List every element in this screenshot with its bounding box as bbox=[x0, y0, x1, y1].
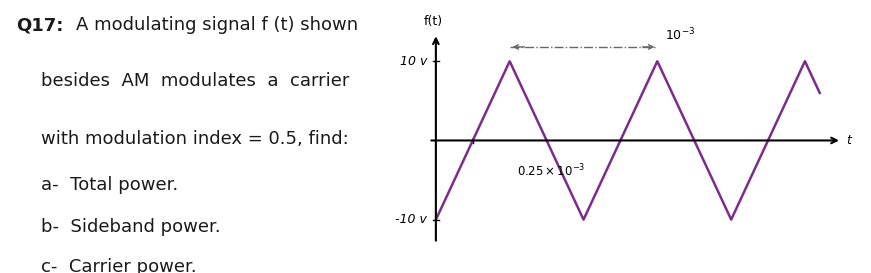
Text: A modulating signal f (t) shown: A modulating signal f (t) shown bbox=[76, 16, 358, 34]
Text: $10^{-3}$: $10^{-3}$ bbox=[665, 26, 695, 43]
Text: Q17:: Q17: bbox=[17, 16, 64, 34]
Text: b-  Sideband power.: b- Sideband power. bbox=[41, 218, 220, 236]
Text: c-  Carrier power.: c- Carrier power. bbox=[41, 258, 197, 273]
Text: besides  AM  modulates  a  carrier: besides AM modulates a carrier bbox=[41, 72, 349, 90]
Text: a-  Total power.: a- Total power. bbox=[41, 176, 179, 194]
Text: f(t): f(t) bbox=[423, 15, 442, 28]
Text: t: t bbox=[847, 134, 851, 147]
Text: 10 v: 10 v bbox=[400, 55, 427, 68]
Text: with modulation index = 0.5, find:: with modulation index = 0.5, find: bbox=[41, 130, 348, 148]
Text: $0.25\times10^{-3}$: $0.25\times10^{-3}$ bbox=[517, 163, 585, 179]
Text: -10 v: -10 v bbox=[395, 213, 427, 226]
